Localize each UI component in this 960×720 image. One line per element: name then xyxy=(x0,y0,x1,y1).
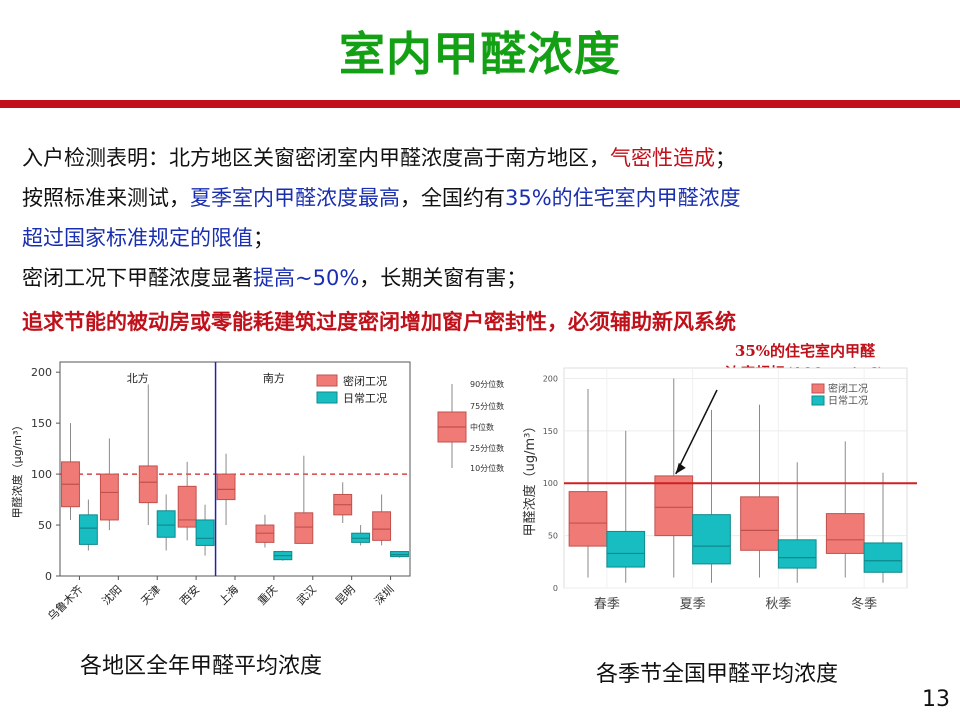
legend-swatch-daily xyxy=(316,391,338,404)
x-tick-label: 沈阳 xyxy=(99,582,124,607)
box xyxy=(740,496,779,551)
y-tick-label: 0 xyxy=(45,570,52,583)
legend-swatch-daily xyxy=(811,395,825,406)
y-tick-label: 100 xyxy=(31,468,52,481)
bullet-text: 按照标准来测试， xyxy=(22,186,190,210)
x-tick-label: 深圳 xyxy=(372,583,397,608)
bullet-text: 追求节能的被动房或零能耗建筑过度密闭增加窗户密封性，必须辅助新风系统 xyxy=(22,310,736,334)
callout-arrow-head xyxy=(675,462,686,474)
left-chart-caption: 各地区全年甲醛平均浓度 xyxy=(80,654,323,679)
key-label: 90分位数 xyxy=(470,379,504,389)
legend-label-daily: 日常工况 xyxy=(828,394,868,407)
box xyxy=(99,473,119,521)
bullet-line: 入户检测表明：北方地区关窗密闭室内甲醛浓度高于南方地区，气密性造成； xyxy=(22,142,736,172)
box xyxy=(195,519,215,546)
x-tick-label: 秋季 xyxy=(765,597,791,612)
bullet-line: 追求节能的被动房或零能耗建筑过度密闭增加窗户密封性，必须辅助新风系统 xyxy=(22,306,736,336)
box xyxy=(606,530,646,568)
x-tick-label: 重庆 xyxy=(255,582,280,607)
title-divider xyxy=(0,100,960,108)
x-tick-label: 上海 xyxy=(216,582,241,607)
x-tick-label: 春季 xyxy=(594,597,620,612)
right-chart-caption: 各季节全国甲醛平均浓度 xyxy=(596,662,839,687)
y-tick-label: 50 xyxy=(548,532,558,541)
y-tick-label: 200 xyxy=(31,366,52,379)
box xyxy=(372,511,392,541)
legend-swatch-closed xyxy=(811,383,825,394)
box xyxy=(78,514,98,545)
legend-label-closed: 密闭工况 xyxy=(343,374,387,388)
y-tick-label: 0 xyxy=(553,584,558,593)
box xyxy=(777,539,817,569)
bullet-text: 夏季室内甲醛浓度最高 xyxy=(190,186,400,210)
callout-arrow-line xyxy=(675,389,718,475)
slide-title: 室内甲醛浓度 xyxy=(339,27,621,81)
x-tick-label: 西安 xyxy=(177,582,202,607)
bullet-line: 密闭工况下甲醛浓度显著提高~50%，长期关窗有害； xyxy=(22,262,527,292)
bullet-text: 气密性造成 xyxy=(610,146,715,170)
x-tick-label: 天津 xyxy=(139,583,164,608)
x-tick-label: 乌鲁木齐 xyxy=(45,582,86,623)
bullet-line: 超过国家标准规定的限值； xyxy=(22,222,274,252)
bullet-text: 超过国家标准规定的限值 xyxy=(22,226,253,250)
box xyxy=(863,542,903,573)
box xyxy=(177,485,197,528)
box xyxy=(692,514,731,565)
y-tick-label: 200 xyxy=(543,374,558,383)
legend-label-daily: 日常工况 xyxy=(343,392,387,405)
region-boxplot-chart: 0 50 100 150 200 甲醛浓度（μg/m³） 北方 南方 密闭工况日常工况乌鲁木齐沈… xyxy=(10,361,411,623)
legend-swatch-closed xyxy=(316,374,338,387)
group-label-north: 北方 xyxy=(127,371,149,385)
box xyxy=(654,475,694,537)
bullet-text: ； xyxy=(253,226,274,250)
x-tick-label: 昆明 xyxy=(333,583,358,608)
box xyxy=(294,512,314,544)
legend-label-closed: 密闭工况 xyxy=(828,382,868,395)
box xyxy=(216,473,236,501)
x-tick-label: 夏季 xyxy=(680,597,706,612)
callout-line-1: 35%的住宅室内甲醛 xyxy=(734,342,876,360)
box xyxy=(138,465,158,504)
bullet-text: ； xyxy=(715,146,736,170)
bullet-text: 35%的住宅室内甲醛浓度 xyxy=(505,186,741,210)
bullet-line: 按照标准来测试，夏季室内甲醛浓度最高，全国约有35%的住宅室内甲醛浓度 xyxy=(22,182,741,212)
x-tick-label: 武汉 xyxy=(294,583,319,608)
bullet-text: 提高~50% xyxy=(253,266,360,290)
bullet-text: ，长期关窗有害； xyxy=(359,266,528,290)
group-label-south: 南方 xyxy=(263,371,285,385)
key-label: 25分位数 xyxy=(470,443,504,453)
y-axis-label: 甲醛浓度（μg/m³） xyxy=(10,420,24,519)
bullet-text: ，全国约有 xyxy=(400,186,505,210)
box xyxy=(156,510,176,538)
key-label: 75分位数 xyxy=(470,401,504,411)
x-tick-label: 冬季 xyxy=(851,596,877,612)
box xyxy=(825,513,865,554)
bullet-text: 入户检测表明：北方地区关窗密闭室内甲醛浓度高于南方地区， xyxy=(22,146,610,170)
y-axis-label: 甲醛浓度（ug/m³） xyxy=(522,420,538,537)
page-number: 13 xyxy=(922,687,950,712)
bullet-text: 密闭工况下甲醛浓度显著 xyxy=(22,266,253,290)
y-tick-label: 150 xyxy=(31,417,52,430)
y-tick-label: 50 xyxy=(38,519,52,532)
y-tick-label: 100 xyxy=(543,479,558,488)
box xyxy=(568,491,608,547)
y-tick-label: 150 xyxy=(543,427,558,436)
key-label: 10分位数 xyxy=(470,463,504,473)
key-label: 中位数 xyxy=(470,422,494,432)
